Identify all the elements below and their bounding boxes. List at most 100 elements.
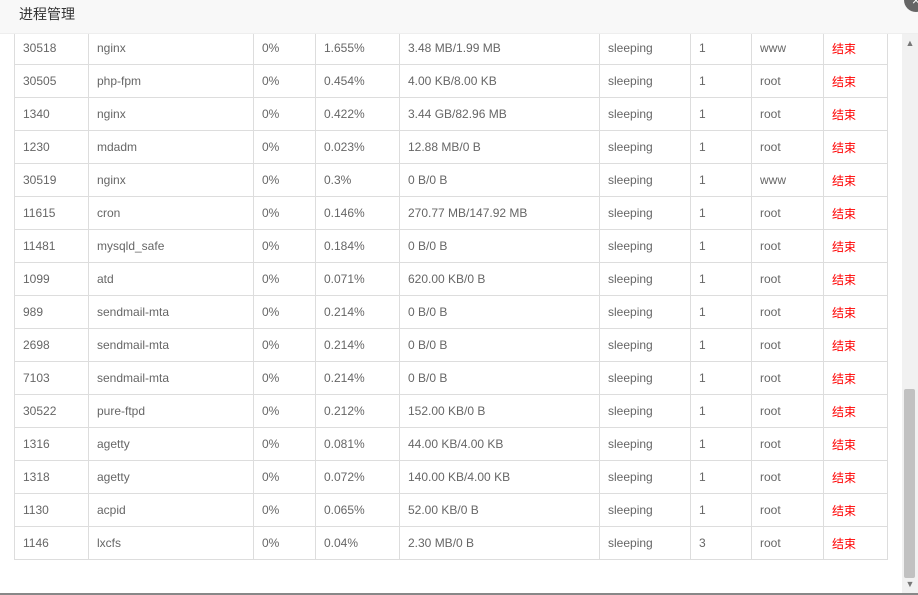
chevron-down-icon[interactable]: ▼	[905, 579, 915, 589]
kill-process-link[interactable]: 结束	[832, 503, 857, 518]
action-cell: 结束	[823, 427, 888, 461]
user-cell: root	[751, 361, 824, 395]
io-cell: 4.00 KB/8.00 KB	[399, 64, 600, 98]
kill-process-link[interactable]: 结束	[832, 305, 857, 320]
pid-cell: 1318	[14, 460, 89, 494]
user-cell: www	[751, 163, 824, 197]
table-row: 1340 nginx 0% 0.422% 3.44 GB/82.96 MB sleepin…	[14, 97, 888, 131]
kill-process-link[interactable]: 结束	[832, 272, 857, 287]
cpu-cell: 0%	[253, 229, 316, 263]
kill-process-link[interactable]: 结束	[832, 536, 857, 551]
table-row: 1316 agetty 0% 0.081% 44.00 KB/4.00 KB sleepi…	[14, 427, 888, 461]
memory-cell: 0.214%	[315, 295, 400, 329]
memory-cell: 0.04%	[315, 526, 400, 560]
status-cell: sleeping	[599, 493, 691, 527]
table-row: 30505 php-fpm 0% 0.454% 4.00 KB/8.00 KB sleep…	[14, 64, 888, 98]
threads-cell: 1	[690, 361, 752, 395]
status-cell: sleeping	[599, 229, 691, 263]
status-cell: sleeping	[599, 427, 691, 461]
kill-process-link[interactable]: 结束	[832, 239, 857, 254]
process-table: 30518 nginx 0% 1.655% 3.48 MB/1.99 MB sleepin…	[14, 34, 888, 560]
threads-cell: 1	[690, 64, 752, 98]
threads-cell: 1	[690, 427, 752, 461]
io-cell: 0 B/0 B	[399, 295, 600, 329]
cpu-cell: 0%	[253, 97, 316, 131]
cpu-cell: 0%	[253, 328, 316, 362]
memory-cell: 0.065%	[315, 493, 400, 527]
memory-cell: 0.023%	[315, 130, 400, 164]
cpu-cell: 0%	[253, 34, 316, 65]
name-cell: mdadm	[88, 130, 254, 164]
kill-process-link[interactable]: 结束	[832, 437, 857, 452]
user-cell: root	[751, 295, 824, 329]
kill-process-link[interactable]: 结束	[832, 173, 857, 188]
table-row: 30518 nginx 0% 1.655% 3.48 MB/1.99 MB sleepin…	[14, 34, 888, 65]
status-cell: sleeping	[599, 295, 691, 329]
status-cell: sleeping	[599, 361, 691, 395]
name-cell: nginx	[88, 97, 254, 131]
action-cell: 结束	[823, 295, 888, 329]
threads-cell: 1	[690, 229, 752, 263]
io-cell: 0 B/0 B	[399, 229, 600, 263]
vertical-scrollbar[interactable]: ▲ ▼	[902, 34, 918, 593]
memory-cell: 0.081%	[315, 427, 400, 461]
process-list-panel[interactable]: 30518 nginx 0% 1.655% 3.48 MB/1.99 MB sleepin…	[0, 34, 902, 593]
status-cell: sleeping	[599, 328, 691, 362]
pid-cell: 989	[14, 295, 89, 329]
kill-process-link[interactable]: 结束	[832, 470, 857, 485]
name-cell: nginx	[88, 163, 254, 197]
threads-cell: 1	[690, 394, 752, 428]
kill-process-link[interactable]: 结束	[832, 404, 857, 419]
cpu-cell: 0%	[253, 130, 316, 164]
user-cell: root	[751, 229, 824, 263]
status-cell: sleeping	[599, 130, 691, 164]
status-cell: sleeping	[599, 97, 691, 131]
action-cell: 结束	[823, 460, 888, 494]
cpu-cell: 0%	[253, 361, 316, 395]
threads-cell: 3	[690, 526, 752, 560]
memory-cell: 0.214%	[315, 361, 400, 395]
kill-process-link[interactable]: 结束	[832, 206, 857, 221]
status-cell: sleeping	[599, 196, 691, 230]
user-cell: root	[751, 64, 824, 98]
io-cell: 44.00 KB/4.00 KB	[399, 427, 600, 461]
action-cell: 结束	[823, 34, 888, 65]
pid-cell: 30518	[14, 34, 89, 65]
name-cell: agetty	[88, 460, 254, 494]
memory-cell: 0.184%	[315, 229, 400, 263]
pid-cell: 1130	[14, 493, 89, 527]
cpu-cell: 0%	[253, 394, 316, 428]
name-cell: pure-ftpd	[88, 394, 254, 428]
table-row: 1318 agetty 0% 0.072% 140.00 KB/4.00 KB sleep…	[14, 460, 888, 494]
status-cell: sleeping	[599, 460, 691, 494]
cpu-cell: 0%	[253, 163, 316, 197]
memory-cell: 0.146%	[315, 196, 400, 230]
kill-process-link[interactable]: 结束	[832, 74, 857, 89]
io-cell: 620.00 KB/0 B	[399, 262, 600, 296]
action-cell: 结束	[823, 163, 888, 197]
kill-process-link[interactable]: 结束	[832, 140, 857, 155]
name-cell: cron	[88, 196, 254, 230]
user-cell: root	[751, 394, 824, 428]
user-cell: www	[751, 34, 824, 65]
chevron-up-icon[interactable]: ▲	[905, 38, 915, 48]
name-cell: atd	[88, 262, 254, 296]
table-row: 11615 cron 0% 0.146% 270.77 MB/147.92 MB slee…	[14, 196, 888, 230]
threads-cell: 1	[690, 262, 752, 296]
user-cell: root	[751, 97, 824, 131]
threads-cell: 1	[690, 163, 752, 197]
kill-process-link[interactable]: 结束	[832, 107, 857, 122]
kill-process-link[interactable]: 结束	[832, 41, 857, 56]
status-cell: sleeping	[599, 262, 691, 296]
io-cell: 3.48 MB/1.99 MB	[399, 34, 600, 65]
name-cell: sendmail-mta	[88, 328, 254, 362]
scrollbar-thumb[interactable]	[904, 389, 915, 578]
memory-cell: 0.212%	[315, 394, 400, 428]
name-cell: php-fpm	[88, 64, 254, 98]
close-icon[interactable]: ×	[904, 0, 918, 12]
kill-process-link[interactable]: 结束	[832, 338, 857, 353]
kill-process-link[interactable]: 结束	[832, 371, 857, 386]
